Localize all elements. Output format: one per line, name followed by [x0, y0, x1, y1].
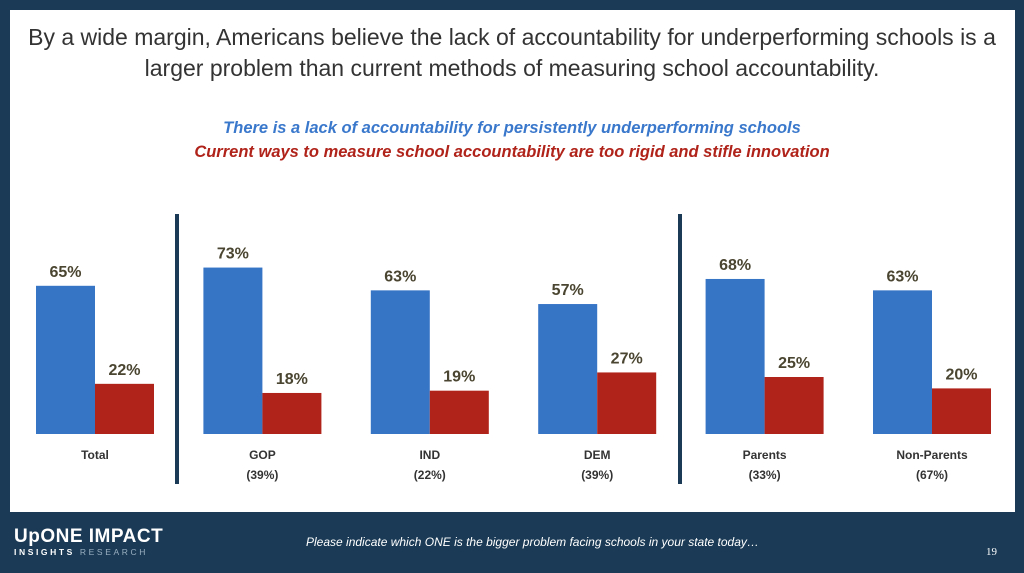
data-label: 22% — [108, 362, 140, 379]
bar-2-dem — [597, 372, 657, 434]
bar-1-gop — [203, 267, 263, 434]
data-label: 63% — [384, 268, 416, 285]
data-label: 68% — [719, 257, 751, 274]
bar-1-ind — [370, 290, 430, 434]
category-label: Non-Parents — [896, 448, 968, 462]
bar-2-total — [95, 383, 154, 434]
bar-2-gop — [262, 392, 322, 434]
bar-1-total — [36, 285, 95, 434]
data-label: 63% — [886, 268, 918, 285]
data-label: 65% — [49, 264, 81, 281]
data-label: 27% — [611, 350, 643, 367]
category-sublabel: (22%) — [414, 468, 446, 482]
bar-1-non-parents — [873, 290, 932, 434]
data-label: 73% — [217, 246, 249, 263]
bar-2-non-parents — [932, 388, 991, 434]
group-divider — [175, 214, 179, 484]
bar-2-ind — [429, 390, 489, 434]
legend-series-1: There is a lack of accountability for pe… — [223, 119, 801, 137]
slide-title: By a wide margin, Americans believe the … — [28, 24, 996, 81]
bar-1-dem — [538, 304, 598, 434]
survey-question: Please indicate which ONE is the bigger … — [306, 535, 759, 549]
category-sublabel: (39%) — [581, 468, 613, 482]
category-label: GOP — [249, 448, 276, 462]
category-sublabel: (39%) — [246, 468, 278, 482]
data-label: 57% — [552, 282, 584, 299]
data-label: 18% — [276, 371, 308, 388]
data-label: 20% — [945, 366, 977, 383]
category-sublabel: (33%) — [749, 468, 781, 482]
group-divider — [678, 214, 682, 484]
category-sublabel: (67%) — [916, 468, 948, 482]
data-label: 25% — [778, 355, 810, 372]
page-number: 19 — [986, 546, 997, 558]
legend-series-2: Current ways to measure school accountab… — [194, 143, 830, 161]
category-label: DEM — [584, 448, 611, 462]
data-label: 19% — [443, 369, 475, 386]
category-label: Parents — [743, 448, 787, 462]
bar-2-parents — [764, 377, 824, 434]
category-label: IND — [419, 448, 440, 462]
category-label: Total — [81, 448, 109, 462]
company-logo: UpONE IMPACT INSIGHTS RESEARCH — [14, 526, 164, 558]
bar-1-parents — [705, 278, 765, 434]
